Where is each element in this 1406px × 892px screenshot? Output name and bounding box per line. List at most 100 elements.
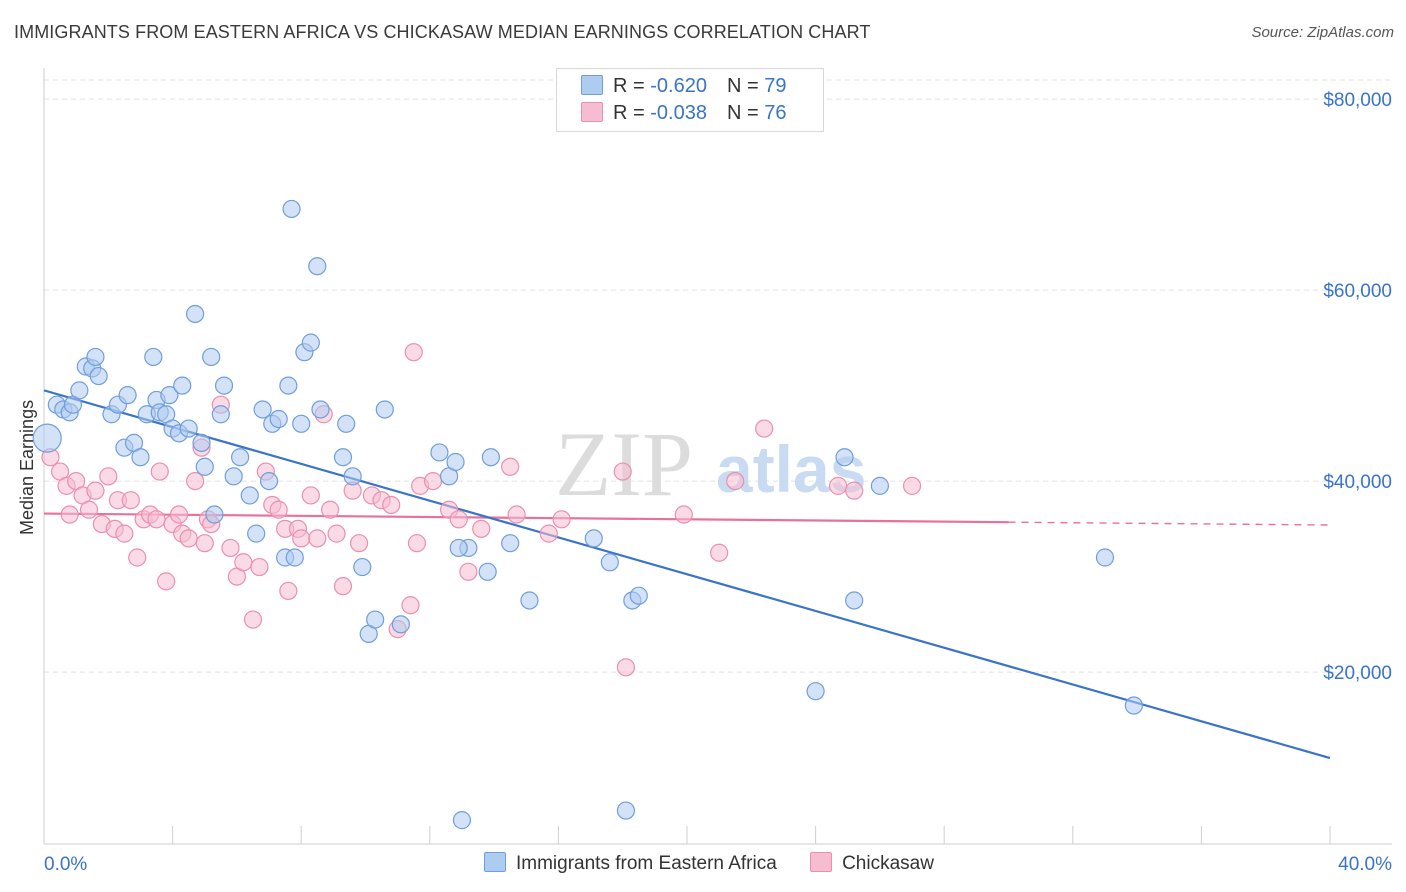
legend-row-eastern-africa: R = -0.620 N = 79 — [581, 75, 786, 98]
chickasaw-point — [845, 481, 864, 500]
eastern-africa-point — [845, 591, 864, 610]
eastern-africa-point — [259, 472, 279, 491]
chickasaw-point — [308, 529, 327, 548]
chickasaw-point — [401, 596, 420, 615]
eastern-africa-point — [144, 347, 163, 367]
chickasaw-points — [41, 343, 922, 677]
chickasaw-point — [292, 529, 311, 548]
legend-r-value: -0.620 — [650, 75, 707, 97]
chickasaw-point — [269, 500, 288, 519]
chickasaw-point — [186, 472, 205, 491]
chickasaw-point — [472, 519, 491, 538]
y-axis-label: Median Earnings — [17, 399, 37, 535]
chickasaw-point — [157, 572, 176, 591]
series-legend: Immigrants from Eastern Africa Chickasaw — [484, 852, 962, 875]
chickasaw-point — [221, 538, 240, 558]
chickasaw-point — [179, 529, 198, 548]
eastern-africa-point — [195, 457, 214, 476]
eastern-africa-point — [118, 386, 137, 405]
legend-label-chickasaw: Chickasaw — [842, 853, 934, 874]
eastern-africa-point — [70, 381, 89, 400]
chickasaw-point — [674, 505, 693, 524]
tick-labels: $20,000 $40,000 $60,000 $80,000 0.0% 40.0% — [44, 90, 1392, 875]
chart-title: IMMIGRANTS FROM EASTERN AFRICA VS CHICKA… — [14, 22, 871, 42]
chickasaw-point — [552, 510, 571, 529]
legend-swatch-pink — [810, 852, 833, 872]
legend-n-value: 76 — [764, 102, 787, 124]
eastern-africa-point — [449, 538, 468, 558]
legend-swatch-blue — [484, 852, 506, 872]
chickasaw-point — [99, 467, 118, 486]
eastern-africa-point — [214, 376, 234, 395]
eastern-africa-point — [520, 591, 539, 610]
eastern-africa-point — [870, 476, 890, 495]
eastern-africa-point — [501, 534, 520, 553]
x-tick-label-max: 40.0% — [1338, 854, 1392, 875]
stats-legend: R = -0.620 N = 79 R = -0.038 N = 76 — [556, 68, 824, 132]
legend-r-label: R = — [613, 75, 651, 97]
eastern-africa-point — [391, 615, 410, 634]
eastern-africa-point — [240, 486, 259, 505]
chickasaw-point — [616, 658, 636, 677]
eastern-africa-trend-line — [43, 389, 1331, 760]
eastern-africa-point — [430, 443, 449, 462]
eastern-africa-point — [1095, 548, 1115, 567]
chickasaw-point — [382, 495, 401, 515]
legend-item-eastern-africa[interactable]: Immigrants from Eastern Africa — [484, 852, 777, 875]
eastern-africa-point — [160, 386, 179, 405]
eastern-africa-point — [292, 414, 311, 433]
eastern-africa-point — [231, 448, 250, 467]
eastern-africa-point — [600, 553, 619, 572]
chickasaw-point — [333, 577, 353, 596]
eastern-africa-point — [173, 376, 192, 395]
legend-n-value: 79 — [764, 75, 787, 97]
eastern-africa-point — [179, 419, 198, 438]
legend-swatch-pink — [581, 102, 603, 122]
chickasaw-point — [250, 557, 269, 577]
eastern-africa-point — [89, 366, 108, 386]
eastern-africa-point — [333, 448, 353, 467]
eastern-africa-point — [835, 448, 854, 467]
legend-label-eastern-africa: Immigrants from Eastern Africa — [516, 853, 777, 874]
eastern-africa-points — [32, 199, 1143, 830]
legend-n-label: N = — [726, 102, 765, 124]
chickasaw-point — [243, 610, 263, 629]
eastern-africa-point — [616, 801, 636, 820]
eastern-africa-point — [806, 682, 825, 701]
eastern-africa-point — [452, 811, 472, 830]
chickasaw-point — [279, 581, 298, 601]
chickasaw-point — [407, 534, 427, 553]
chickasaw-point — [169, 505, 189, 524]
eastern-africa-point — [353, 557, 372, 577]
eastern-africa-point — [311, 400, 330, 419]
eastern-africa-point — [224, 467, 243, 486]
eastern-africa-point — [478, 562, 497, 581]
eastern-africa-point — [247, 524, 266, 543]
eastern-africa-point — [584, 529, 603, 548]
chickasaw-point — [147, 510, 166, 529]
y-axis-label-wrap: Median Earnings — [17, 400, 37, 735]
chickasaw-point — [449, 510, 468, 529]
y-tick-label: $40,000 — [1323, 472, 1392, 493]
x-tick-label-min: 0.0% — [44, 854, 87, 875]
eastern-africa-point — [343, 467, 362, 486]
eastern-africa-point — [446, 452, 465, 472]
chickasaw-trend-line — [43, 512, 1009, 524]
eastern-africa-point — [86, 347, 105, 367]
eastern-africa-point — [269, 409, 288, 429]
y-tick-label: $80,000 — [1323, 90, 1392, 111]
chickasaw-point — [234, 553, 253, 572]
legend-item-chickasaw[interactable]: Chickasaw — [810, 852, 934, 875]
chickasaw-point — [539, 524, 558, 543]
eastern-africa-point — [205, 505, 224, 524]
eastern-africa-point — [301, 333, 320, 352]
chickasaw-point — [327, 524, 346, 543]
chickasaw-point — [829, 476, 848, 495]
chickasaw-point — [115, 524, 134, 543]
chickasaw-point — [507, 505, 526, 524]
chickasaw-point — [128, 548, 147, 567]
chickasaw-point — [195, 534, 214, 553]
chickasaw-point — [86, 481, 105, 500]
eastern-africa-point — [192, 433, 211, 452]
